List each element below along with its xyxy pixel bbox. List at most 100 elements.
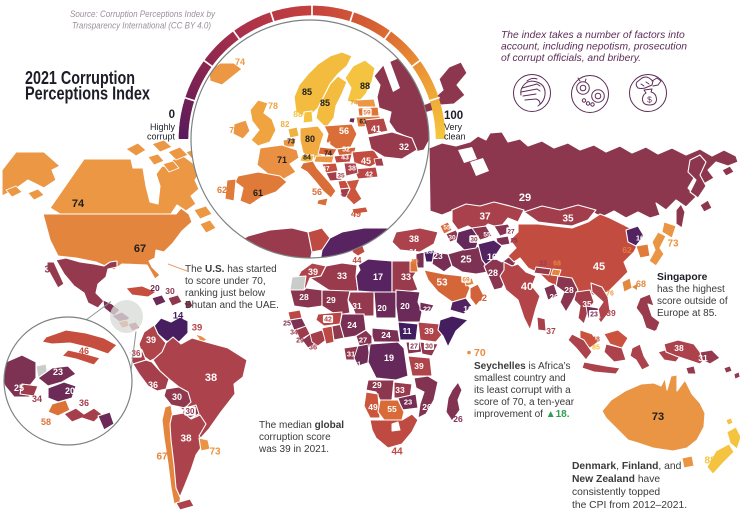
svg-text:39: 39 [146,335,156,345]
svg-text:29: 29 [326,295,336,305]
svg-text:25: 25 [460,255,472,266]
svg-text:was 39 in 2021.: was 39 in 2021. [258,444,329,455]
svg-text:61: 61 [253,188,263,198]
svg-text:35: 35 [340,190,348,197]
svg-text:28: 28 [488,268,498,278]
svg-text:$: $ [647,95,652,105]
svg-text:20: 20 [400,301,410,311]
svg-text:68: 68 [553,261,561,268]
svg-text:88: 88 [704,456,716,467]
svg-text:73: 73 [652,411,664,423]
svg-text:45: 45 [361,156,371,166]
svg-text:28: 28 [564,285,574,295]
svg-text:23: 23 [53,367,63,377]
svg-text:46: 46 [79,346,89,356]
svg-text:39: 39 [414,361,424,371]
svg-text:16: 16 [463,304,473,314]
svg-text:the CPI from 2012–2021.: the CPI from 2012–2021. [572,500,687,511]
svg-text:61: 61 [359,118,367,125]
svg-text:30: 30 [186,407,195,416]
svg-text:69: 69 [462,276,470,283]
svg-text:New Zealand have: New Zealand have [572,474,660,485]
svg-text:88: 88 [293,109,303,119]
svg-text:39: 39 [424,326,434,336]
svg-text:49: 49 [351,209,361,219]
svg-text:26: 26 [550,293,559,302]
svg-text:74: 74 [229,125,239,135]
svg-text:30: 30 [172,392,182,402]
svg-text:16: 16 [487,252,497,262]
svg-text:0: 0 [169,109,175,121]
svg-text:30: 30 [165,286,175,296]
svg-text:score outside of: score outside of [657,296,728,307]
svg-text:82: 82 [281,120,290,129]
svg-text:56: 56 [339,126,349,136]
svg-text:34: 34 [290,330,298,337]
svg-text:42: 42 [365,172,373,179]
svg-text:20: 20 [65,386,75,396]
svg-text:38: 38 [348,166,356,173]
svg-text:55: 55 [387,404,397,414]
svg-text:account, including nepotism, p: account, including nepotism, prosecution [501,42,687,53]
svg-text:48: 48 [592,337,600,344]
svg-text:33: 33 [649,328,659,338]
svg-text:26: 26 [422,402,432,412]
svg-text:85: 85 [302,87,312,97]
svg-text:56: 56 [312,187,322,197]
svg-text:73: 73 [287,139,295,146]
svg-text:46: 46 [340,182,348,189]
svg-text:35: 35 [562,214,574,225]
svg-text:38: 38 [180,434,192,445]
svg-text:67: 67 [134,243,146,255]
svg-text:55: 55 [483,231,491,238]
svg-text:27: 27 [507,228,515,235]
svg-text:Denmark, Finland, and: Denmark, Finland, and [572,461,682,472]
svg-text:28: 28 [299,292,309,302]
svg-text:Transparency International (CC: Transparency International (CC BY 4.0) [72,21,211,31]
svg-text:68: 68 [636,279,646,289]
svg-text:74: 74 [350,99,358,106]
svg-text:44: 44 [391,447,403,458]
svg-text:33: 33 [539,261,547,268]
svg-text:67: 67 [156,452,168,463]
svg-text:34: 34 [32,394,42,404]
svg-text:52: 52 [342,147,350,154]
svg-text:41: 41 [371,124,381,134]
svg-text:24: 24 [409,248,417,255]
svg-text:14: 14 [173,310,184,321]
svg-text:85: 85 [592,345,600,352]
svg-text:53: 53 [436,278,448,289]
svg-text:33: 33 [395,385,405,395]
svg-text:76: 76 [606,291,614,298]
svg-text:39: 39 [192,322,203,333]
svg-text:73: 73 [667,239,679,250]
svg-text:16: 16 [636,234,644,243]
svg-text:38: 38 [409,234,419,244]
svg-text:its least corrupt with a: its least corrupt with a [474,385,571,396]
svg-text:36: 36 [132,349,141,358]
svg-text:73: 73 [209,447,221,458]
svg-text:100: 100 [444,110,463,122]
svg-text:36: 36 [79,398,89,408]
svg-text:36: 36 [148,380,158,390]
svg-text:21: 21 [353,360,361,369]
svg-text:has the highest: has the highest [657,284,725,295]
svg-text:84: 84 [303,155,311,162]
svg-text:ranking just below: ranking just below [185,288,266,299]
svg-text:30: 30 [425,344,433,351]
svg-text:22: 22 [423,307,431,314]
svg-text:59: 59 [363,109,371,116]
svg-text:40: 40 [521,281,533,293]
svg-text:38: 38 [674,343,684,353]
svg-text:23: 23 [404,398,412,407]
svg-text:of corrupt officials, and brib: of corrupt officials, and bribery. [501,53,641,64]
svg-text:smallest country and: smallest country and [474,373,566,384]
svg-text:2021 Corruption: 2021 Corruption [25,68,135,88]
svg-text:13: 13 [425,249,433,256]
svg-text:31: 31 [347,350,355,359]
svg-text:26: 26 [453,414,463,424]
svg-text:29: 29 [519,192,531,204]
svg-text:54: 54 [323,142,331,149]
svg-text:31: 31 [352,301,362,311]
svg-text:20: 20 [150,283,160,293]
